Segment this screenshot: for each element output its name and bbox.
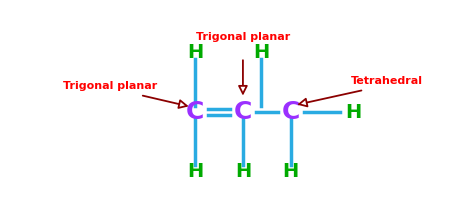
Text: H: H	[187, 43, 203, 62]
Text: C: C	[282, 100, 300, 124]
Text: Tetrahedral: Tetrahedral	[351, 76, 423, 86]
Text: H: H	[253, 43, 269, 62]
Text: H: H	[283, 163, 299, 181]
Text: Trigonal planar: Trigonal planar	[196, 32, 290, 42]
Text: H: H	[187, 163, 203, 181]
Text: C: C	[234, 100, 252, 124]
Text: H: H	[345, 103, 361, 122]
Text: C: C	[186, 100, 204, 124]
Text: Trigonal planar: Trigonal planar	[63, 81, 157, 91]
Text: H: H	[235, 163, 251, 181]
